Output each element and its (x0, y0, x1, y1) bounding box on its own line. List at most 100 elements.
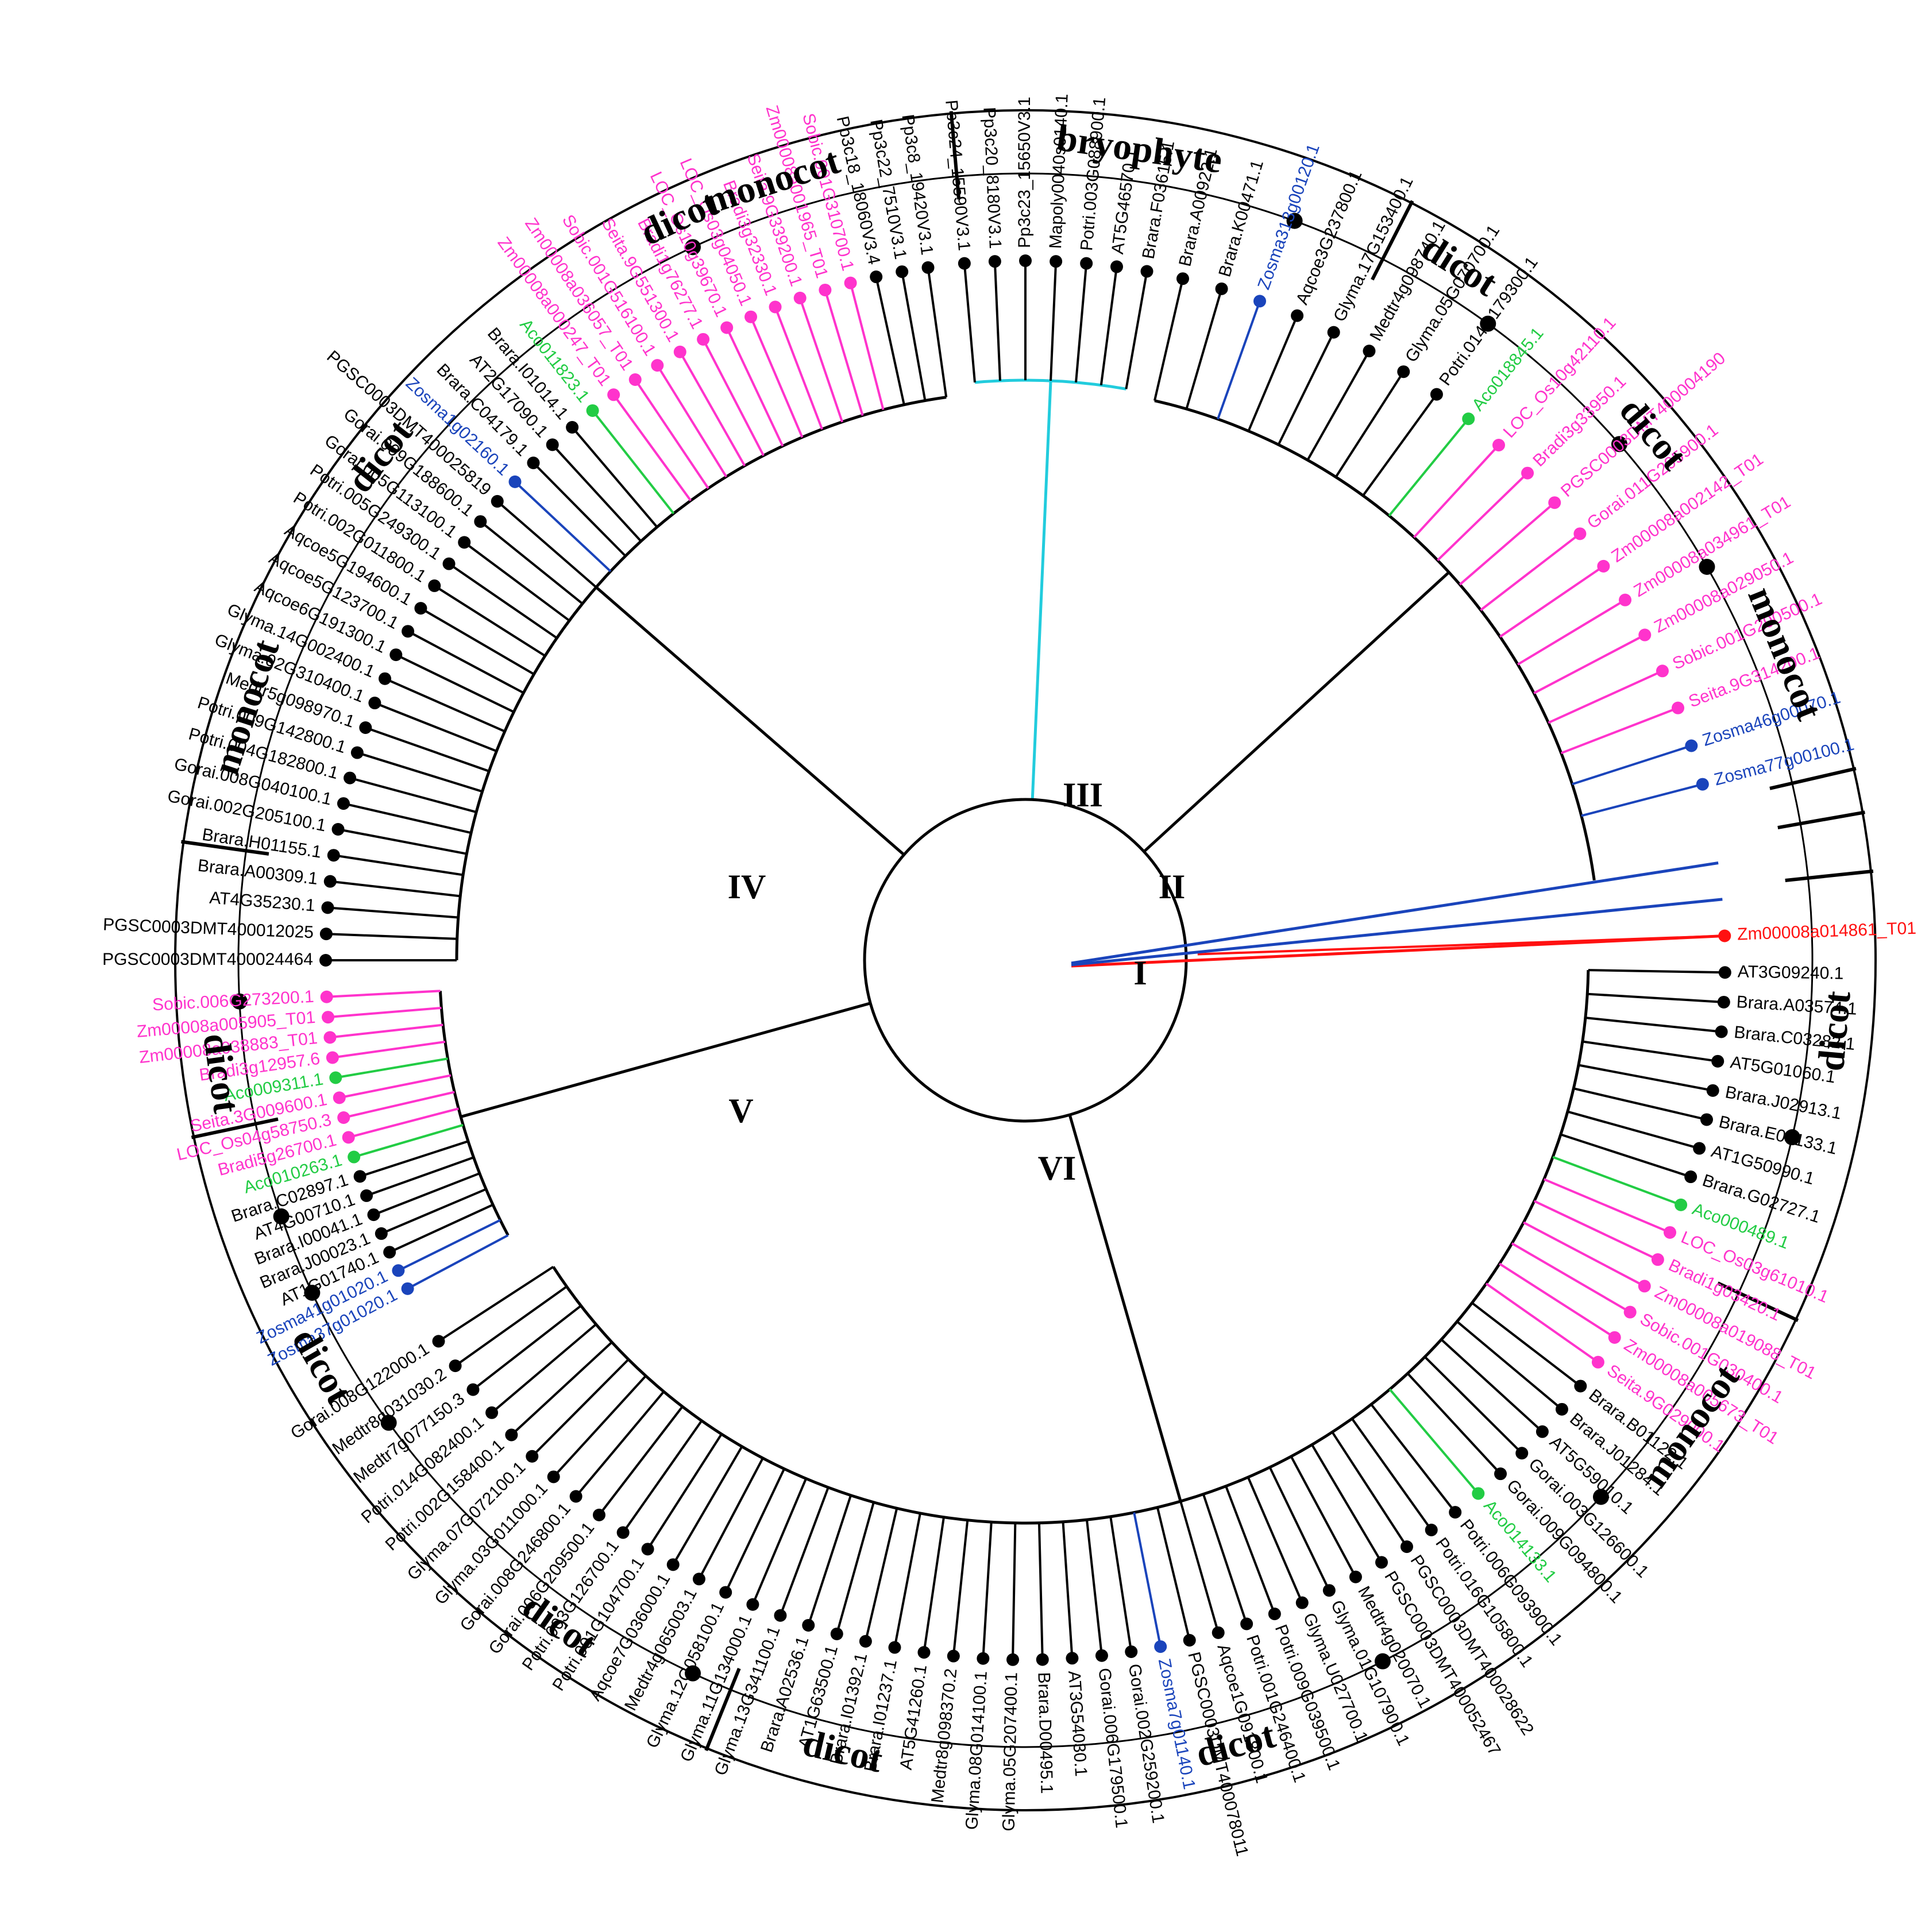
leaf-branch (454, 1285, 568, 1367)
leaf-tip-node (1363, 345, 1376, 358)
leaf-branch (779, 1487, 830, 1616)
leaf-tip-node (769, 300, 782, 314)
ring-separator (191, 1117, 279, 1139)
ring-separator (1371, 200, 1414, 281)
leaf-branch (1037, 1523, 1044, 1660)
leaf-tip-node (719, 1586, 732, 1599)
leaf-branch (326, 990, 441, 998)
ring-boundary-dot (1286, 212, 1303, 229)
ring-boundary-dot (685, 1665, 701, 1682)
leaf-tip-node (1718, 966, 1731, 979)
leaf-branch (1543, 1178, 1670, 1234)
leaf-branch (1406, 1373, 1502, 1475)
leaf-tip-node (323, 875, 337, 888)
ring-boundary-dot (1374, 1653, 1391, 1670)
leaf-tip-node (360, 1189, 373, 1202)
leaf-tip-node (442, 557, 456, 570)
leaf-branch (656, 365, 727, 478)
leaf-branch (514, 481, 612, 573)
leaf-tip-node (1472, 1487, 1485, 1500)
leaf-branch (622, 1420, 703, 1533)
leaf-branch (1050, 261, 1058, 381)
leaf-branch (1456, 1320, 1563, 1411)
clade-label: I (1133, 954, 1147, 992)
leaf-tip-node (432, 1335, 445, 1348)
leaf-tip-node (1685, 739, 1698, 752)
leaf-branch (338, 828, 467, 855)
leaf-branch (343, 1091, 455, 1119)
leaf-branch (993, 261, 1001, 381)
leaf-label: AT5G41260.1 (897, 1663, 931, 1771)
leaf-tip-node (819, 283, 832, 296)
leaf-tip-node (641, 1543, 654, 1556)
leaf-branch (359, 1140, 469, 1178)
leaf-branch (407, 1234, 509, 1290)
leaf-branch (1573, 1087, 1707, 1121)
leaf-label: Brara.K00471.1 (1215, 158, 1267, 279)
leaf-branch (1306, 350, 1371, 461)
leaf-tip-node (1700, 1113, 1713, 1126)
leaf-tip-node (1036, 1653, 1049, 1666)
leaf-tip-node (327, 849, 340, 862)
leaf-branch (1499, 1262, 1615, 1339)
leaf-tip-node (1711, 1054, 1724, 1068)
leaf-branch (464, 541, 570, 622)
leaf-tip-node (888, 1641, 901, 1654)
leaf-branch (327, 1006, 442, 1019)
zosma-branch (1071, 861, 1719, 965)
leaf-branch (448, 563, 558, 639)
leaf-tip-node (1548, 496, 1561, 509)
leaf-branch (395, 654, 515, 713)
leaf-branch (1480, 532, 1581, 611)
leaf-tip-node (323, 1031, 337, 1044)
leaf-tip-node (331, 822, 345, 836)
leaf-branch (798, 297, 844, 423)
leaf-branch (1085, 1519, 1103, 1656)
leaf-branch (1362, 393, 1438, 497)
ring-boundary-dot (273, 1208, 290, 1225)
leaf-branch (333, 854, 464, 876)
leaf-label: Glyma.08G014100.1 (962, 1671, 991, 1830)
leaf-label: Gorai.006G179500.1 (1095, 1667, 1131, 1829)
leaf-tip-node (744, 310, 758, 323)
ring-boundary-dot (1480, 315, 1496, 332)
leaf-label: Medtr8g098370.2 (928, 1668, 960, 1804)
inner-ring (231, 172, 1814, 1748)
leaf-tip-node (1597, 559, 1610, 573)
leaf-tip-node (1375, 1556, 1388, 1569)
leaf-tip-node (917, 1646, 931, 1659)
outer-ring-circle (174, 109, 1877, 1811)
leaf-tip-node (569, 1490, 582, 1503)
leaf-tip-node (353, 1170, 366, 1183)
leaf-tip-node (607, 388, 620, 401)
leaf-tip-node (322, 1011, 335, 1024)
leaf-branch (824, 289, 864, 416)
clade-label: III (1063, 776, 1103, 814)
leaf-branch (1471, 1301, 1581, 1388)
leaf-tip-node (628, 373, 642, 386)
leaf-label: Zosma77g00100.1 (1712, 735, 1856, 790)
leaf-branch (1523, 1221, 1645, 1288)
ring-boundary-dot (685, 239, 701, 256)
leaf-branch (330, 1023, 443, 1039)
leaf-tip-node (320, 990, 333, 1003)
leaf-branch (1202, 1494, 1248, 1625)
clade-spoke (460, 1002, 871, 1118)
leaf-tip-node (379, 672, 392, 685)
leaf-branch (533, 462, 627, 557)
leaf-branch (332, 1040, 446, 1059)
leaf-branch (472, 1304, 582, 1391)
tree-branches (326, 261, 1725, 1660)
leaf-branch (672, 1446, 743, 1566)
leaf-tip-node (1696, 778, 1709, 791)
group-label: bryophyte (1054, 117, 1225, 181)
leaf-tip-node (319, 954, 332, 967)
leaf-branch (496, 500, 597, 589)
leaf-tip-node (1183, 1634, 1196, 1647)
leaf-tip-node (586, 404, 599, 417)
leaf-tip-node (921, 261, 935, 274)
leaf-tip-node (1425, 1524, 1438, 1537)
leaf-tip-node (491, 494, 504, 508)
leaf-branch (1388, 418, 1469, 517)
